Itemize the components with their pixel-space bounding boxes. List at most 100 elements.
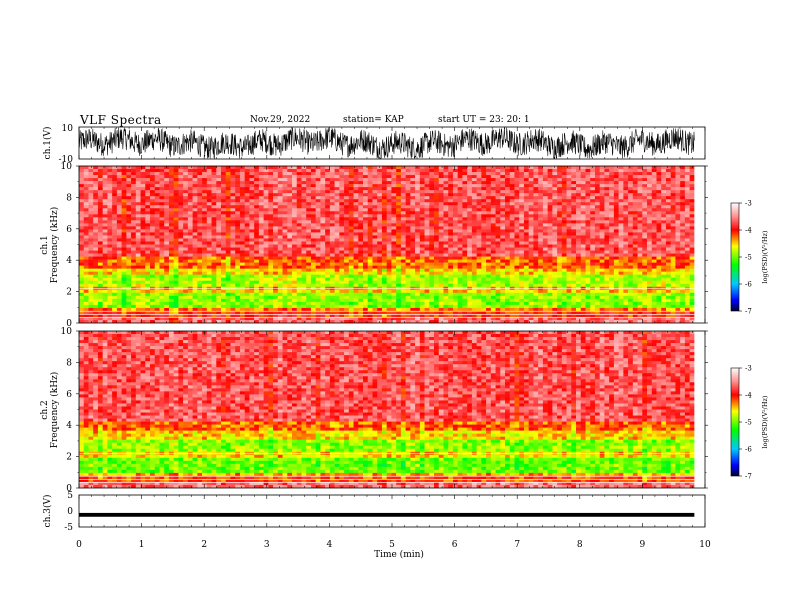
ch1-spectrogram-cell: [325, 205, 331, 209]
ch1-spectrogram-cell: [320, 268, 326, 272]
ch1-spectrogram-cell: [505, 268, 511, 272]
ch1-spectrogram-cell: [457, 265, 463, 269]
ch1-spectrogram-cell: [164, 190, 170, 194]
ch1-spectrogram-cell: [623, 217, 629, 221]
ch1-spectrogram-cell: [121, 262, 127, 266]
ch1-spectrogram-cell: [623, 220, 629, 224]
ch1-spectrogram-cell: [154, 184, 160, 188]
ch1-spectrogram-cell: [542, 169, 548, 173]
ch1-spectrogram-cell: [604, 196, 610, 200]
ch1-spectrogram-cell: [467, 241, 473, 245]
ch1-spectrogram-cell: [334, 271, 340, 275]
ch1-spectrogram-cell: [519, 250, 525, 254]
ch1-spectrogram-cell: [116, 274, 122, 279]
ch1-spectrogram-cell: [396, 247, 402, 251]
ch1-spectrogram-cell: [571, 274, 577, 279]
ch1-spectrogram-cell: [528, 271, 534, 275]
ch1-spectrogram-cell: [353, 256, 359, 260]
ch1-spectrogram-cell: [438, 235, 444, 239]
ch1-spectrogram-cell: [628, 169, 634, 173]
ch1-spectrogram-cell: [79, 217, 85, 221]
ch1-spectrogram-cell: [131, 247, 137, 251]
ch1-spectrogram-cell: [254, 238, 260, 242]
ch1-spectrogram-cell: [334, 247, 340, 251]
ch1-spectrogram-cell: [344, 196, 350, 200]
ch1-spectrogram-cell: [656, 226, 662, 230]
ch1-spectrogram-cell: [523, 181, 529, 185]
ch1-spectrogram-cell: [97, 253, 103, 257]
ch1-spectrogram-cell: [159, 223, 165, 227]
ch1-spectrogram-cell: [353, 202, 359, 206]
ch1-spectrogram-cell: [206, 232, 212, 236]
ch1-spectrogram-cell: [211, 190, 217, 194]
ch1-spectrogram-cell: [391, 202, 397, 206]
ch1-spectrogram-cell: [197, 214, 203, 218]
ch1-spectrogram-cell: [647, 211, 653, 215]
ch1-spectrogram-cell: [230, 238, 236, 242]
ch1-spectrogram-cell: [254, 265, 260, 269]
ch1-spectrogram-cell: [178, 187, 184, 191]
ch1-spectrogram-cell: [258, 235, 264, 239]
ch1-spectrogram-cell: [547, 232, 553, 236]
ch1-spectrogram-cell: [145, 217, 151, 221]
ch1-spectrogram-cell: [443, 238, 449, 242]
ch1-spectrogram-cell: [367, 223, 373, 227]
ch1-spectrogram-cell: [505, 265, 511, 269]
ch1-spectrogram-cell: [235, 268, 241, 272]
ch1-spectrogram-cell: [282, 232, 288, 236]
ch1-spectrogram-cell: [263, 196, 269, 200]
ch1-spectrogram-cell: [467, 235, 473, 239]
ch1-spectrogram-cell: [244, 172, 250, 176]
ch1-spectrogram-cell: [457, 271, 463, 275]
ch1-spectrogram-cell: [604, 208, 610, 212]
ch1-spectrogram-cell: [221, 193, 227, 197]
ch1-spectrogram-cell: [490, 211, 496, 215]
ch1-spectrogram-cell: [571, 166, 577, 170]
ch1-spectrogram-cell: [192, 247, 198, 251]
ch1-spectrogram-cell: [216, 205, 222, 209]
ch1-spectrogram-cell: [476, 196, 482, 200]
ch1-spectrogram-cell: [225, 244, 231, 248]
ch1-spectrogram-cell: [221, 247, 227, 251]
ch1-spectrogram-cell: [150, 244, 156, 248]
ch1-spectrogram-cell: [121, 238, 127, 242]
ch1-spectrogram-cell: [306, 265, 312, 269]
ch1-spectrogram-cell: [187, 184, 193, 188]
ch1-spectrogram-cell: [112, 199, 118, 203]
ch1-spectrogram-cell: [613, 268, 619, 272]
ch1-spectrogram-cell: [391, 271, 397, 275]
ch1-spectrogram-cell: [292, 265, 298, 269]
ch1-spectrogram-cell: [580, 211, 586, 215]
ch1-spectrogram-cell: [131, 196, 137, 200]
ch1-spectrogram-cell: [230, 205, 236, 209]
ch1-spectrogram-cell: [613, 166, 619, 170]
ch1-spectrogram-cell: [178, 265, 184, 269]
ch1-spectrogram-cell: [244, 265, 250, 269]
ch1-spectrogram-cell: [410, 274, 416, 279]
ch1-spectrogram-cell: [263, 199, 269, 203]
ch1-spectrogram-cell: [523, 208, 529, 212]
ch1-spectrogram-cell: [613, 196, 619, 200]
ch1-spectrogram-cell: [410, 229, 416, 233]
ch1-spectrogram-cell: [159, 190, 165, 194]
ch1-spectrogram-cell: [689, 271, 695, 275]
ch1-spectrogram-cell: [344, 253, 350, 257]
ch1-spectrogram-cell: [187, 247, 193, 251]
ch1-spectrogram-cell: [457, 274, 463, 279]
ch1-spectrogram-cell: [88, 169, 94, 173]
ch1-spectrogram-cell: [211, 169, 217, 173]
ch1-spectrogram-cell: [135, 274, 141, 279]
ch1-spectrogram-cell: [557, 265, 563, 269]
ch1-spectrogram-cell: [523, 247, 529, 251]
ch1-spectrogram-cell: [268, 271, 274, 275]
ch1-spectrogram-cell: [386, 235, 392, 239]
ch1-spectrogram-cell: [102, 253, 108, 257]
ch1-spectrogram-cell: [628, 235, 634, 239]
ch1-spectrogram-cell: [528, 238, 534, 242]
ch1-spectrogram-cell: [448, 259, 454, 263]
ch1-spectrogram-cell: [448, 262, 454, 266]
ch1-spectrogram-cell: [363, 199, 369, 203]
ch1-spectrogram-cell: [211, 166, 217, 170]
ch1-spectrogram-cell: [400, 184, 406, 188]
ch1-spectrogram-cell: [273, 229, 279, 233]
